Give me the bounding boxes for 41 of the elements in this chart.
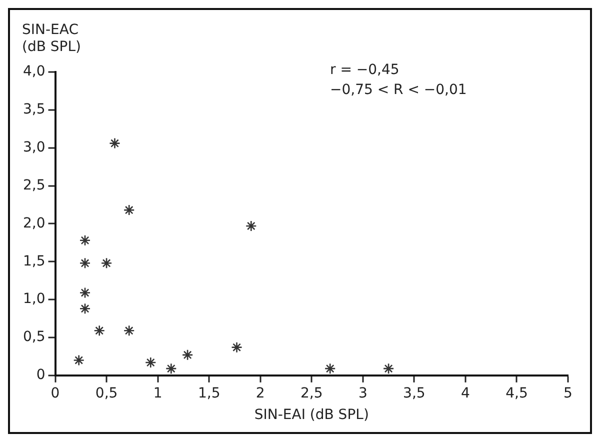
point <box>165 362 177 374</box>
x-tick-label: 3 <box>358 385 368 402</box>
point <box>123 325 135 336</box>
x-tick-label: 4,5 <box>506 385 528 402</box>
y-tick-label: 0,5 <box>23 329 46 346</box>
x-axis-title: SIN-EAI (dB SPL) <box>254 407 369 424</box>
point <box>109 138 120 149</box>
point <box>382 362 394 374</box>
x-tick-label: 1 <box>153 385 162 402</box>
x-tick-label: 0,5 <box>95 385 118 402</box>
y-axis-title: SIN-EAC (dB SPL) <box>22 22 82 56</box>
annotation: r = −0,45 <box>330 61 400 80</box>
point <box>100 257 112 269</box>
x-tick-label: 3,5 <box>403 385 426 402</box>
y-tick-label: 4,0 <box>23 64 46 80</box>
point <box>231 342 242 353</box>
y-tick-label: 3,5 <box>23 102 46 118</box>
point <box>79 287 91 298</box>
y-tick-label: 2,0 <box>23 215 46 232</box>
x-tick-label: 5 <box>564 385 572 402</box>
x-tick-label: 2 <box>256 385 265 402</box>
x-tick-label: 1,5 <box>198 385 220 402</box>
point <box>79 234 91 246</box>
y-tick-label: 1,0 <box>23 291 46 308</box>
x-tick-label: 4 <box>460 385 470 402</box>
point <box>324 362 336 374</box>
point <box>182 349 194 361</box>
point <box>144 356 156 368</box>
x-tick-label: 0 <box>50 385 60 402</box>
point <box>79 303 91 314</box>
annotation: −0,75 < R < −0,01 <box>330 81 467 100</box>
y-tick-label: 2,5 <box>23 177 46 194</box>
point <box>79 257 91 269</box>
x-tick-label: 2,5 <box>300 385 323 402</box>
point <box>73 354 84 366</box>
y-tick-label: 1,5 <box>23 253 46 270</box>
y-tick-label: 0 <box>36 367 46 384</box>
y-tick-label: 3,0 <box>23 139 46 156</box>
point <box>123 204 135 216</box>
point <box>94 325 106 336</box>
point <box>245 220 257 232</box>
